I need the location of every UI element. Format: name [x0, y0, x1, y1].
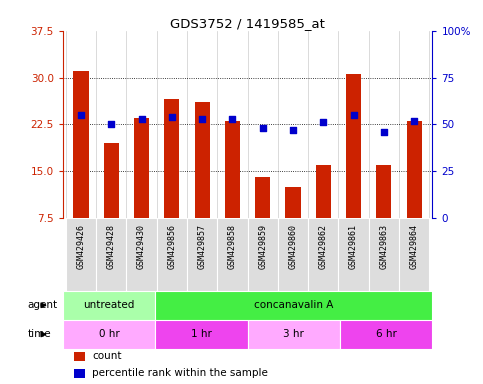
Text: GSM429858: GSM429858	[228, 224, 237, 269]
Text: GSM429430: GSM429430	[137, 224, 146, 269]
Text: concanavalin A: concanavalin A	[254, 300, 333, 310]
Bar	[399, 218, 429, 291]
Bar	[278, 218, 308, 291]
Title: GDS3752 / 1419585_at: GDS3752 / 1419585_at	[170, 17, 325, 30]
Point	[410, 118, 418, 124]
Point	[168, 114, 176, 120]
Text: 0 hr: 0 hr	[99, 329, 119, 339]
Point	[198, 116, 206, 122]
Text: untreated: untreated	[83, 300, 135, 310]
Bar	[340, 320, 432, 349]
Text: GSM429856: GSM429856	[167, 224, 176, 269]
Bar	[73, 71, 88, 218]
Bar	[285, 187, 300, 218]
Bar	[195, 103, 210, 218]
Bar	[63, 291, 155, 320]
Text: GSM429428: GSM429428	[107, 224, 116, 269]
Text: GSM429862: GSM429862	[319, 224, 328, 269]
Bar	[164, 99, 179, 218]
Text: count: count	[92, 351, 122, 361]
Bar	[155, 320, 248, 349]
Text: GSM429864: GSM429864	[410, 224, 419, 269]
Bar	[255, 177, 270, 218]
Bar	[248, 320, 340, 349]
Text: GSM429859: GSM429859	[258, 224, 267, 269]
Bar	[316, 165, 331, 218]
Bar	[156, 218, 187, 291]
Text: GSM429426: GSM429426	[76, 224, 85, 269]
Text: 3 hr: 3 hr	[284, 329, 304, 339]
Point	[380, 129, 388, 135]
Text: GSM429857: GSM429857	[198, 224, 207, 269]
Bar	[407, 121, 422, 218]
Text: agent: agent	[28, 300, 58, 310]
Bar	[346, 74, 361, 218]
Text: GSM429860: GSM429860	[288, 224, 298, 269]
Bar	[74, 352, 85, 361]
Point	[259, 125, 267, 131]
Bar	[225, 121, 240, 218]
Text: time: time	[28, 329, 51, 339]
Point	[289, 127, 297, 133]
Bar	[248, 218, 278, 291]
Bar	[134, 118, 149, 218]
Bar	[308, 218, 339, 291]
Bar	[127, 218, 156, 291]
Text: GSM429863: GSM429863	[379, 224, 388, 269]
Text: percentile rank within the sample: percentile rank within the sample	[92, 368, 268, 378]
Bar	[155, 291, 432, 320]
Bar	[104, 143, 119, 218]
Point	[350, 112, 357, 118]
Point	[107, 121, 115, 127]
Bar	[339, 218, 369, 291]
Text: GSM429861: GSM429861	[349, 224, 358, 269]
Point	[77, 112, 85, 118]
Bar	[217, 218, 248, 291]
Bar	[369, 218, 399, 291]
Bar	[74, 369, 85, 377]
Point	[228, 116, 236, 122]
Bar	[63, 320, 155, 349]
Text: 6 hr: 6 hr	[376, 329, 397, 339]
Point	[319, 119, 327, 126]
Bar	[96, 218, 127, 291]
Bar	[376, 165, 391, 218]
Point	[138, 116, 145, 122]
Bar	[187, 218, 217, 291]
Bar	[66, 218, 96, 291]
Text: 1 hr: 1 hr	[191, 329, 212, 339]
